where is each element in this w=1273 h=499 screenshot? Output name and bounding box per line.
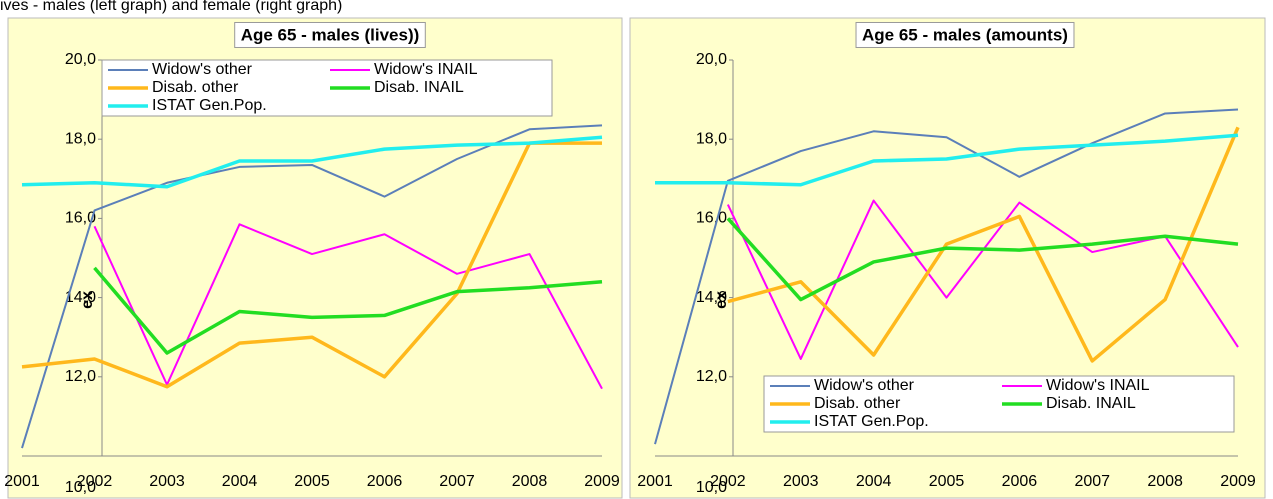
series-line: [655, 133, 1239, 187]
legend-label: Widow's INAIL: [374, 61, 478, 78]
x-tick-label: 2004: [222, 473, 258, 490]
y-tick-label: 10,0: [65, 479, 96, 496]
x-tick-label: 2005: [929, 473, 965, 490]
legend-box: [763, 375, 1235, 433]
legend-label: Widow's other: [814, 377, 915, 394]
x-tick-label: 2003: [149, 473, 185, 490]
x-tick-label: 2004: [856, 473, 892, 490]
series-line: [654, 108, 1239, 445]
x-tick-label: 2003: [783, 473, 819, 490]
legend-label: ISTAT Gen.Pop.: [152, 97, 267, 114]
x-tick-label: 2006: [367, 473, 403, 490]
title-box: [855, 21, 1075, 48]
caption: ives - males (left graph) and female (ri…: [0, 0, 342, 14]
y-tick-label: 18,0: [65, 130, 96, 147]
y-tick-label: 12,0: [696, 368, 727, 385]
y-tick-label: 18,0: [696, 130, 727, 147]
x-tick-label: 2006: [1002, 473, 1038, 490]
legend-label: Disab. other: [152, 79, 239, 96]
chart-title: Age 65 - males (lives)): [241, 25, 420, 44]
x-tick-label: 2001: [637, 473, 673, 490]
x-tick-label: 2008: [512, 473, 548, 490]
x-tick-label: 2007: [439, 473, 475, 490]
y-axis-label: ex: [713, 291, 730, 309]
y-tick-label: 20,0: [65, 51, 96, 68]
legend-label: ISTAT Gen.Pop.: [814, 413, 929, 430]
legend-label: Disab. INAIL: [374, 79, 464, 96]
x-tick-label: 2009: [584, 473, 620, 490]
y-tick-label: 14,0: [696, 289, 727, 306]
y-tick-label: 20,0: [696, 51, 727, 68]
y-tick-label: 14,0: [65, 289, 96, 306]
x-tick-label: 2008: [1147, 473, 1183, 490]
x-tick-label: 2009: [1220, 473, 1256, 490]
y-tick-label: 16,0: [696, 210, 727, 227]
y-tick-label: 12,0: [65, 368, 96, 385]
legend-label: Disab. other: [814, 395, 901, 412]
chart-title: Age 65 - males (amounts): [862, 25, 1068, 44]
x-tick-label: 2005: [294, 473, 330, 490]
y-tick-label: 10,0: [696, 479, 727, 496]
series-line: [21, 141, 602, 389]
y-tick-label: 16,0: [65, 210, 96, 227]
legend-label: Disab. INAIL: [1046, 395, 1136, 412]
x-tick-label: 2001: [4, 473, 40, 490]
series-line: [21, 135, 603, 189]
title-box: [234, 21, 426, 48]
x-tick-label: 2002: [77, 473, 113, 490]
legend-box: [101, 59, 553, 117]
legend-label: Widow's other: [152, 61, 253, 78]
y-axis-label: ex: [79, 291, 96, 309]
x-tick-label: 2002: [710, 473, 746, 490]
series-line: [726, 217, 1239, 302]
series-line: [21, 124, 603, 449]
series-line: [93, 266, 603, 355]
series-line: [93, 223, 603, 390]
legend-label: Widow's INAIL: [1046, 377, 1150, 394]
x-tick-label: 2007: [1074, 473, 1110, 490]
